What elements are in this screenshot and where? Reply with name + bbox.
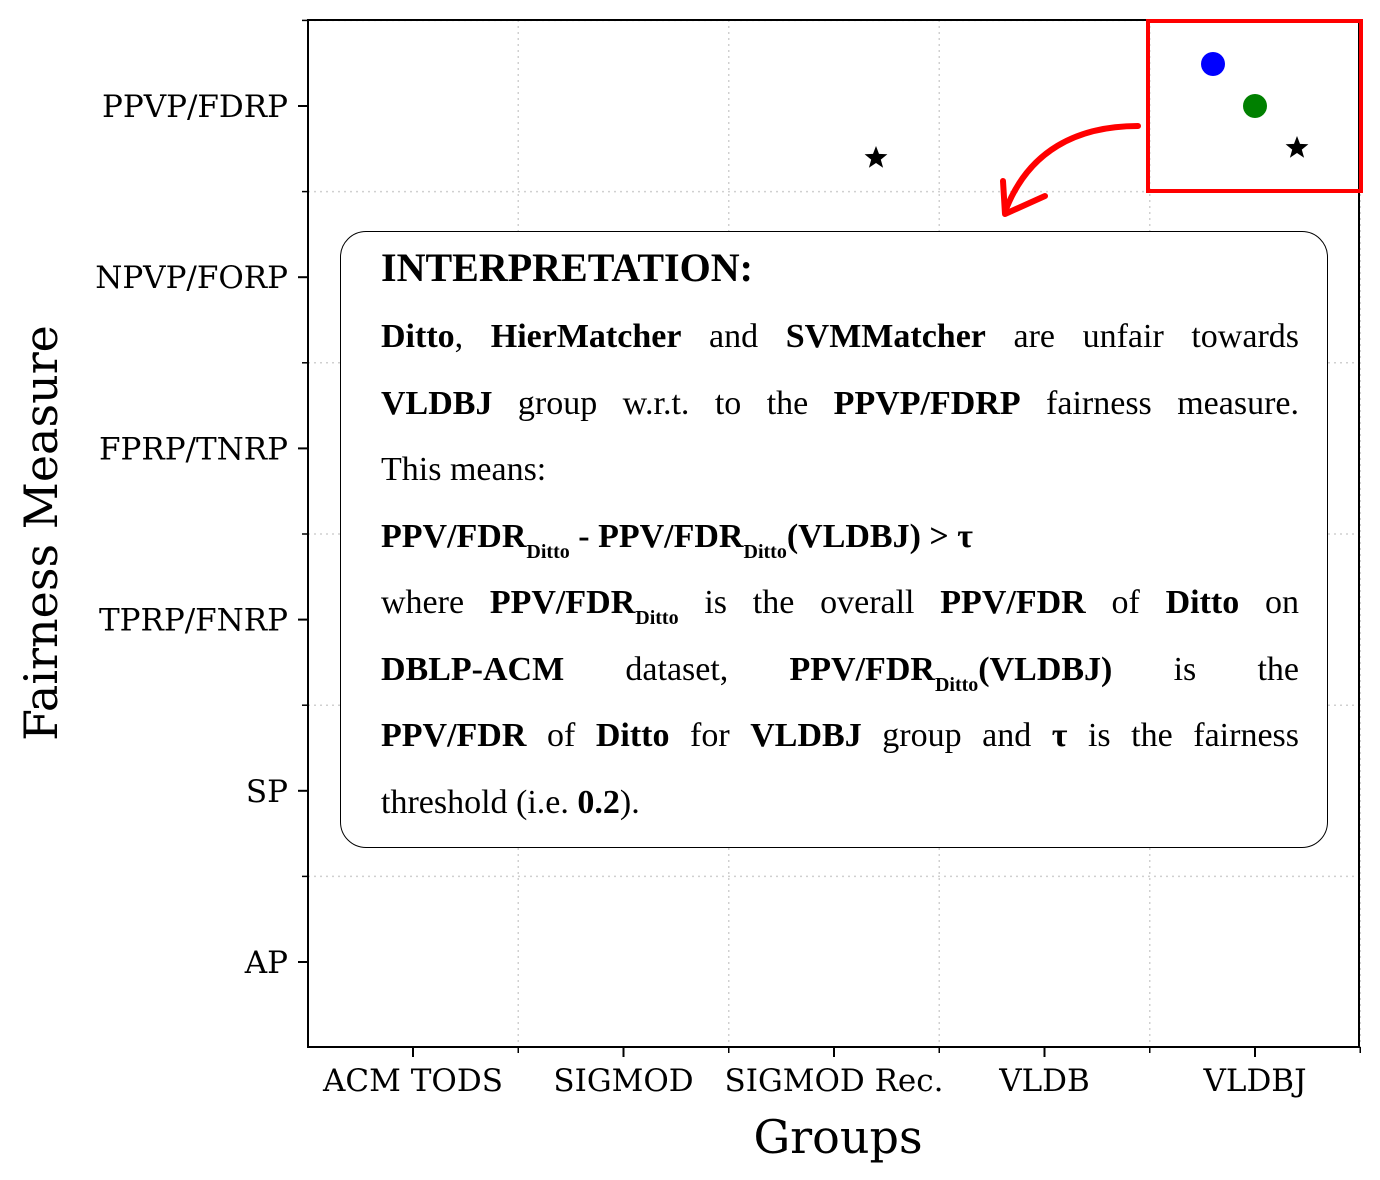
interpretation-line-5: where PPV/FDRDitto is the overall PPV/FD…	[381, 584, 1300, 629]
interpretation-formula: PPV/FDRDitto - PPV/FDRDitto(VLDBJ) > τ	[381, 517, 973, 563]
y-tick-label: FPRP/TNRP	[99, 431, 288, 467]
y-tick-label: PPVP/FDRP	[102, 89, 288, 125]
data-point-circle	[1243, 94, 1267, 118]
x-tick-label: SIGMOD Rec.	[724, 1063, 943, 1099]
annotation-arrowhead	[1000, 178, 1048, 217]
interpretation-line-8: threshold (i.e. 0.2).	[381, 783, 640, 821]
interpretation-box: INTERPRETATION: Ditto, HierMatcher and S…	[340, 231, 1328, 848]
y-axis-label: Fairness Measure	[14, 325, 68, 741]
interpretation-line-2: VLDBJ group w.r.t. to the PPVP/FDRP fair…	[381, 384, 1299, 422]
x-axis-label: Groups	[753, 1110, 922, 1164]
y-tick-label: AP	[244, 945, 288, 981]
y-tick-label: SP	[246, 774, 288, 810]
interpretation-line-6: DBLP-ACM dataset, PPV/FDRDitto(VLDBJ) is…	[381, 650, 1299, 696]
tick-labels: ACM TODS SIGMOD SIGMOD Rec. VLDB VLDBJ AP SP TP…	[95, 89, 1306, 1099]
interpretation-line-7: PPV/FDR of Ditto for VLDBJ group and τ i…	[381, 717, 1299, 754]
data-points	[864, 52, 1309, 168]
annotation-arrow	[1002, 123, 1141, 215]
y-tick-label: NPVP/FORP	[95, 260, 288, 296]
data-point-star	[1285, 136, 1309, 158]
x-tick-label: ACM TODS	[322, 1063, 503, 1099]
y-tick-label: TPRP/FNRP	[99, 603, 288, 639]
data-point-circle	[1201, 52, 1225, 76]
data-point-star	[864, 146, 888, 168]
interpretation-line-1: Ditto, HierMatcher and SVMMatcher are un…	[381, 318, 1300, 355]
interpretation-line-3: This means:	[381, 451, 547, 488]
plot-frame	[307, 19, 1360, 1048]
highlight-box	[1146, 19, 1363, 193]
interpretation-heading: INTERPRETATION:	[381, 245, 753, 290]
x-tick-label: SIGMOD	[553, 1063, 693, 1099]
x-tick-label: VLDBJ	[1202, 1063, 1306, 1099]
x-tick-label: VLDB	[998, 1063, 1090, 1099]
